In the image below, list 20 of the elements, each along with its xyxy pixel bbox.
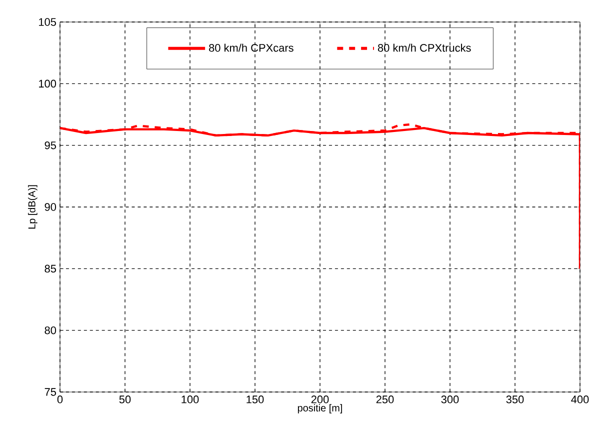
x-axis-title: positie [m]: [298, 404, 342, 414]
x-tick-label: 100: [182, 396, 199, 404]
x-tick-label: 200: [311, 396, 329, 404]
y-tick-label: 85: [44, 264, 56, 273]
y-tick-label: 105: [39, 18, 56, 26]
y-axis-title: Lp [dB(A)]: [28, 185, 38, 229]
y-tick-label: 95: [44, 141, 56, 150]
x-tick-label: 300: [441, 396, 459, 404]
y-tick-label: 80: [44, 326, 56, 334]
y-tick-label: 100: [39, 80, 56, 88]
legend-label: 80 km/h CPXtrucks: [378, 44, 471, 52]
y-tick-label: 90: [44, 203, 56, 211]
x-tick-label: 400: [571, 396, 589, 404]
x-tick-label: 50: [119, 396, 131, 404]
x-tick-label: 350: [506, 396, 524, 404]
y-tick-label: 75: [44, 388, 56, 396]
x-tick-label: 250: [376, 396, 394, 404]
legend-label: 80 km/h CPXcars: [209, 44, 294, 52]
x-tick-label: 0: [57, 396, 63, 404]
x-tick-label: 150: [246, 396, 264, 404]
